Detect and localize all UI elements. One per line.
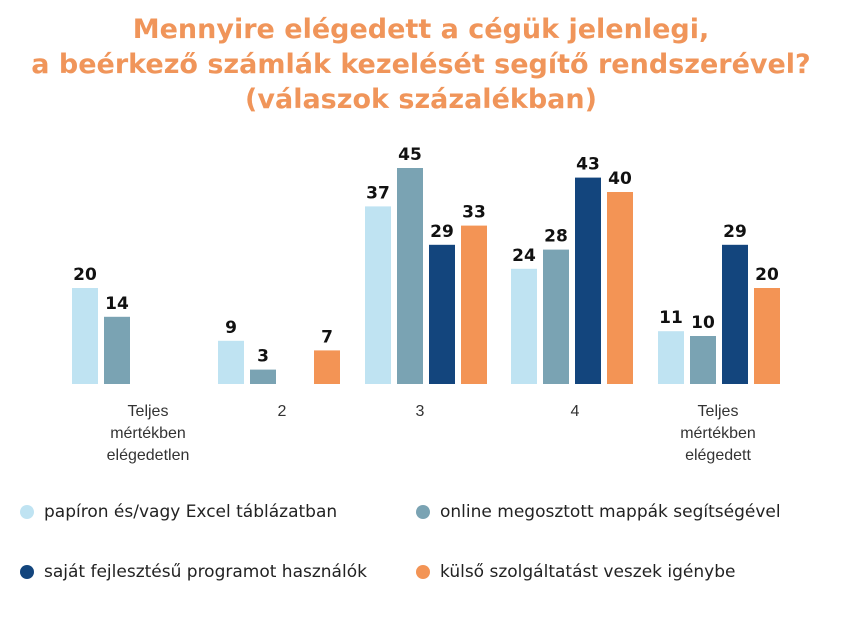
bar (397, 168, 423, 384)
category-label-line: Teljes (127, 403, 169, 420)
bar (218, 340, 244, 384)
bar (722, 244, 748, 384)
bar (754, 288, 780, 384)
category-label-line: 3 (415, 403, 425, 420)
legend-marker (20, 505, 34, 519)
category-label-line: elégedett (685, 447, 751, 464)
bar (250, 369, 276, 384)
bar (104, 316, 130, 384)
bar (314, 350, 340, 384)
data-label: 14 (105, 294, 129, 314)
category-label-line: Teljes (697, 403, 739, 420)
title-line: (válaszok százalékban) (245, 84, 597, 115)
bar (461, 225, 487, 384)
category-label: 3 (360, 401, 480, 423)
bar (429, 244, 455, 384)
data-label: 40 (608, 169, 632, 189)
legend-item: külső szolgáltatást veszek igénybe (416, 562, 735, 582)
category-label-line: mértékben (680, 425, 756, 442)
category-label: Teljes mértékben elégedetlen (88, 401, 208, 467)
category-label: 2 (222, 401, 342, 423)
legend-marker (416, 505, 430, 519)
bar (511, 268, 537, 384)
data-label: 24 (512, 246, 536, 266)
category-label-line: elégedetlen (106, 447, 190, 464)
category-label-line: mértékben (110, 425, 186, 442)
legend-marker (20, 565, 34, 579)
data-label: 20 (755, 265, 779, 285)
data-label: 29 (723, 222, 747, 242)
bar (365, 206, 391, 384)
data-label: 29 (430, 222, 454, 242)
chart-title: Mennyire elégedett a cégük jelenlegi, a … (0, 12, 842, 117)
bar (72, 288, 98, 384)
data-label: 9 (225, 318, 237, 338)
legend-item: online megosztott mappák segítségével (416, 502, 781, 522)
category-label: 4 (515, 401, 635, 423)
data-label: 20 (73, 265, 97, 285)
bar (607, 192, 633, 384)
data-label: 10 (691, 313, 715, 333)
legend-marker (416, 565, 430, 579)
bar (543, 249, 569, 384)
category-label: Teljes mértékben elégedett (658, 401, 778, 467)
bar (658, 331, 684, 384)
title-line: Mennyire elégedett a cégük jelenlegi, (132, 14, 710, 45)
bar (690, 336, 716, 384)
legend-item: saját fejlesztésű programot használók (20, 562, 367, 582)
legend-label: papíron és/vagy Excel táblázatban (44, 502, 338, 522)
legend-item: papíron és/vagy Excel táblázatban (20, 502, 337, 522)
data-label: 28 (544, 227, 568, 247)
legend-label: online megosztott mappák segítségével (440, 502, 781, 522)
category-label-line: 2 (277, 403, 287, 420)
legend-label: külső szolgáltatást veszek igénybe (440, 562, 736, 582)
legend-label: saját fejlesztésű programot használók (44, 562, 367, 582)
data-label: 3 (257, 347, 269, 367)
data-label: 37 (366, 183, 390, 203)
data-label: 33 (462, 203, 486, 223)
category-label-line: 4 (570, 403, 580, 420)
data-label: 43 (576, 155, 600, 175)
data-label: 7 (321, 327, 333, 347)
bar (575, 177, 601, 384)
data-label: 45 (398, 145, 422, 165)
data-label: 11 (659, 308, 683, 328)
title-line: a beérkező számlák kezelését segítő rend… (31, 49, 811, 80)
